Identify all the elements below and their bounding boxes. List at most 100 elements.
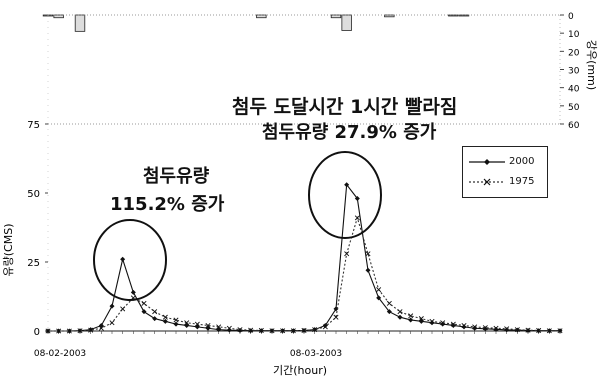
series-1975-point xyxy=(418,316,424,322)
annotation-peak2-line1: 첨두 도달시간 1시간 빨라짐 xyxy=(232,96,458,118)
y-tick-label: 0 xyxy=(34,327,40,338)
legend-label-2000: 2000 xyxy=(509,156,535,167)
series-2000-point xyxy=(120,256,126,262)
legend-label-1975: 1975 xyxy=(509,176,535,187)
series-1975-point xyxy=(109,320,115,326)
series-2000-point xyxy=(109,303,115,309)
rainfall-bars xyxy=(42,14,470,32)
y2-tick-label: 50 xyxy=(568,103,580,113)
series-1975-point xyxy=(205,322,211,328)
series-1975-point xyxy=(88,327,94,333)
y-axis-ticks: 0 25 50 75 xyxy=(27,120,48,338)
series-1975-point xyxy=(461,322,467,328)
peak1-circle xyxy=(93,219,167,301)
series-2000-point xyxy=(152,316,158,322)
series-1975-point xyxy=(322,324,328,330)
series-1975-point xyxy=(248,327,254,333)
series-2000-point xyxy=(141,309,147,315)
series-1975-point xyxy=(504,326,510,332)
series-1975-point xyxy=(226,325,232,331)
rainfall-bar xyxy=(341,14,352,31)
series-1975-point xyxy=(440,320,446,326)
series-lines xyxy=(45,182,563,334)
series-2000-point xyxy=(408,317,414,323)
series-2000-point xyxy=(184,322,190,328)
series-1975-point xyxy=(557,328,563,334)
series-2000-point xyxy=(354,196,360,202)
legend-item-2000: 2000 xyxy=(467,155,547,169)
series-1975-point xyxy=(365,251,371,257)
series-1975-point xyxy=(184,320,190,326)
series-2000-point xyxy=(365,267,371,273)
series-1975-point xyxy=(301,327,307,333)
series-1975-point xyxy=(354,215,360,221)
series-2000-point xyxy=(205,325,211,331)
y-tick-label: 75 xyxy=(27,120,40,131)
legend-item-1975: 1975 xyxy=(467,175,547,189)
rainfall-bar xyxy=(330,14,342,19)
series-2000-point xyxy=(98,322,104,328)
x-tick-label: 08-03-2003 xyxy=(290,349,342,359)
rainfall-bar xyxy=(384,14,395,18)
x-axis-label: 기간(hour) xyxy=(273,364,327,377)
annotation-peak1-line1: 첨두유량 xyxy=(143,166,210,187)
series-2000-point xyxy=(386,309,392,315)
series-2000-point xyxy=(344,182,350,188)
series-1975-point xyxy=(194,321,200,327)
series-2000-point xyxy=(418,318,424,324)
series-1975-point xyxy=(280,328,286,334)
series-1975-point xyxy=(493,325,499,331)
series-1975-point xyxy=(525,327,531,333)
series-2000-point xyxy=(429,320,435,326)
series-1975-point xyxy=(120,306,126,312)
series-1975-point xyxy=(237,327,243,333)
x-axis-ticks: 08-02-2003 08-03-2003 xyxy=(34,331,561,359)
series-1975-line xyxy=(48,215,560,332)
series-2000-point xyxy=(162,318,168,324)
series-2000-point xyxy=(461,324,467,330)
y2-tick-label: 30 xyxy=(568,67,580,77)
y2-tick-label: 20 xyxy=(568,48,580,58)
rainfall-bar xyxy=(256,14,267,19)
series-2000-point xyxy=(173,321,179,327)
series-1975-point xyxy=(216,324,222,330)
series-1975-point xyxy=(472,324,478,330)
legend: 2000 1975 xyxy=(462,146,548,198)
series-1975-point xyxy=(77,328,83,334)
series-2000-point xyxy=(376,295,382,301)
y-tick-label: 50 xyxy=(27,189,40,200)
annotation-peak2-line2: 첨두유량 27.9% 증가 xyxy=(262,122,437,143)
peak2-circle xyxy=(308,151,382,239)
y2-tick-label: 0 xyxy=(568,12,574,22)
series-1975-point xyxy=(429,318,435,324)
series-2000-point xyxy=(194,324,200,330)
series-1975-point xyxy=(290,328,296,334)
series-1975-point xyxy=(269,328,275,334)
series-1975-point xyxy=(333,314,339,320)
series-1975-point xyxy=(66,328,72,334)
series-1975-point xyxy=(173,317,179,323)
series-1975-point xyxy=(450,321,456,327)
series-1975-point xyxy=(514,327,520,333)
series-1975-point xyxy=(258,327,264,333)
y2-tick-label: 10 xyxy=(568,30,580,40)
series-1975-point xyxy=(536,327,542,333)
series-2000-point xyxy=(504,327,510,333)
series-2000-point xyxy=(130,289,136,295)
series-1975-point xyxy=(162,314,168,320)
rainfall-bar xyxy=(53,14,64,19)
series-1975-point xyxy=(376,287,382,293)
series-2000-point xyxy=(237,327,243,333)
series-1975-point xyxy=(98,325,104,331)
series-1975-point xyxy=(482,325,488,331)
series-1975-point xyxy=(141,300,147,306)
secondary-y-axis-label: 강우(mm) xyxy=(585,40,598,90)
rainfall-bar xyxy=(458,14,470,17)
series-1975-point xyxy=(546,328,552,334)
y-axis-label: 유량(CMS) xyxy=(2,224,15,277)
series-1975-point xyxy=(45,328,51,334)
annotation-peak1-line2: 115.2% 증가 xyxy=(110,194,225,215)
series-2000-point xyxy=(397,314,403,320)
rainfall-bar xyxy=(74,14,86,32)
